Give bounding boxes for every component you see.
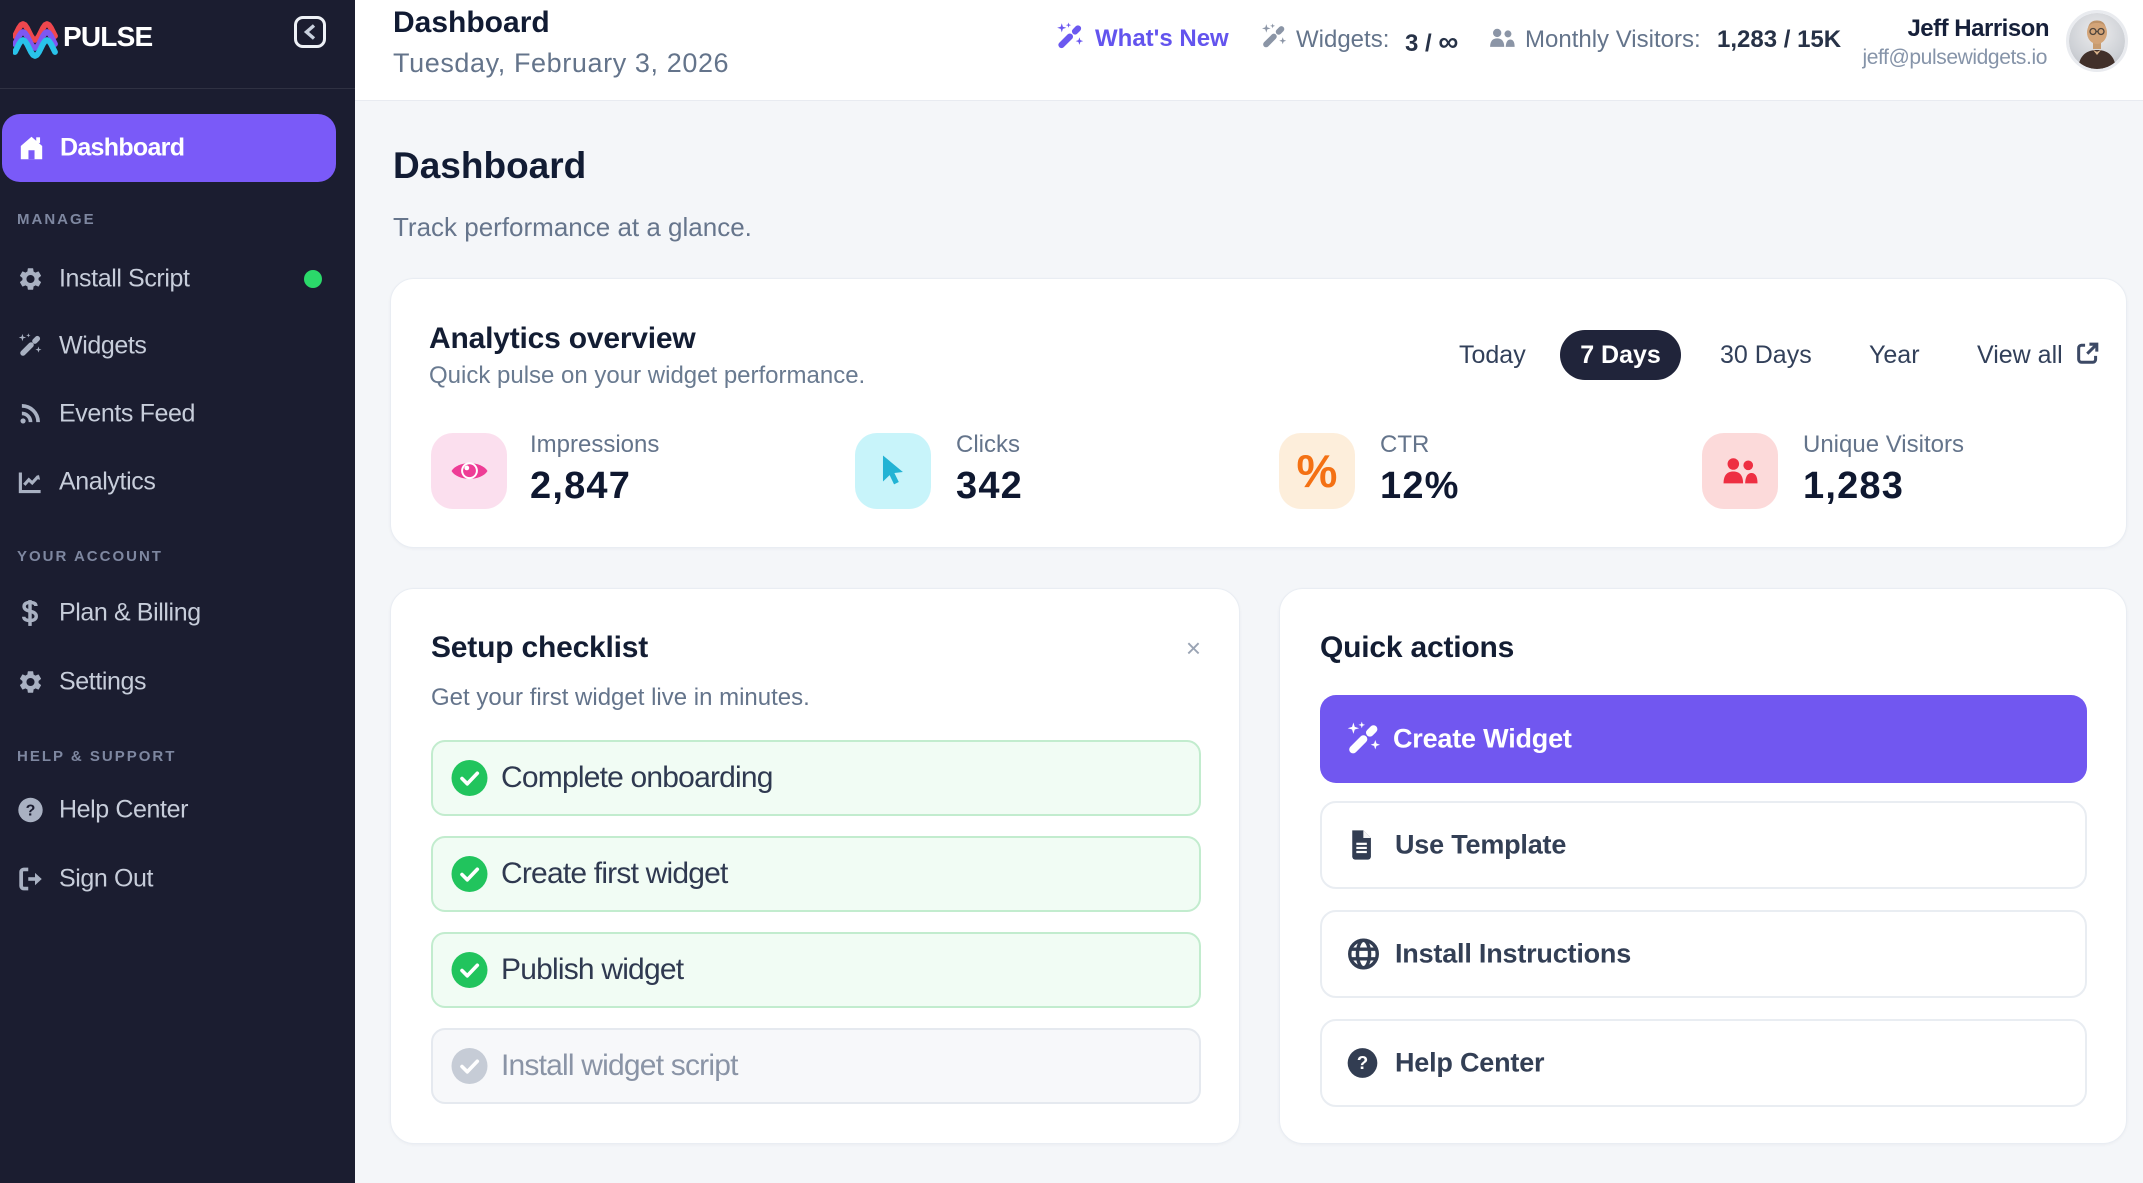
- svg-text:?: ?: [1357, 1052, 1368, 1073]
- svg-text:?: ?: [26, 803, 36, 820]
